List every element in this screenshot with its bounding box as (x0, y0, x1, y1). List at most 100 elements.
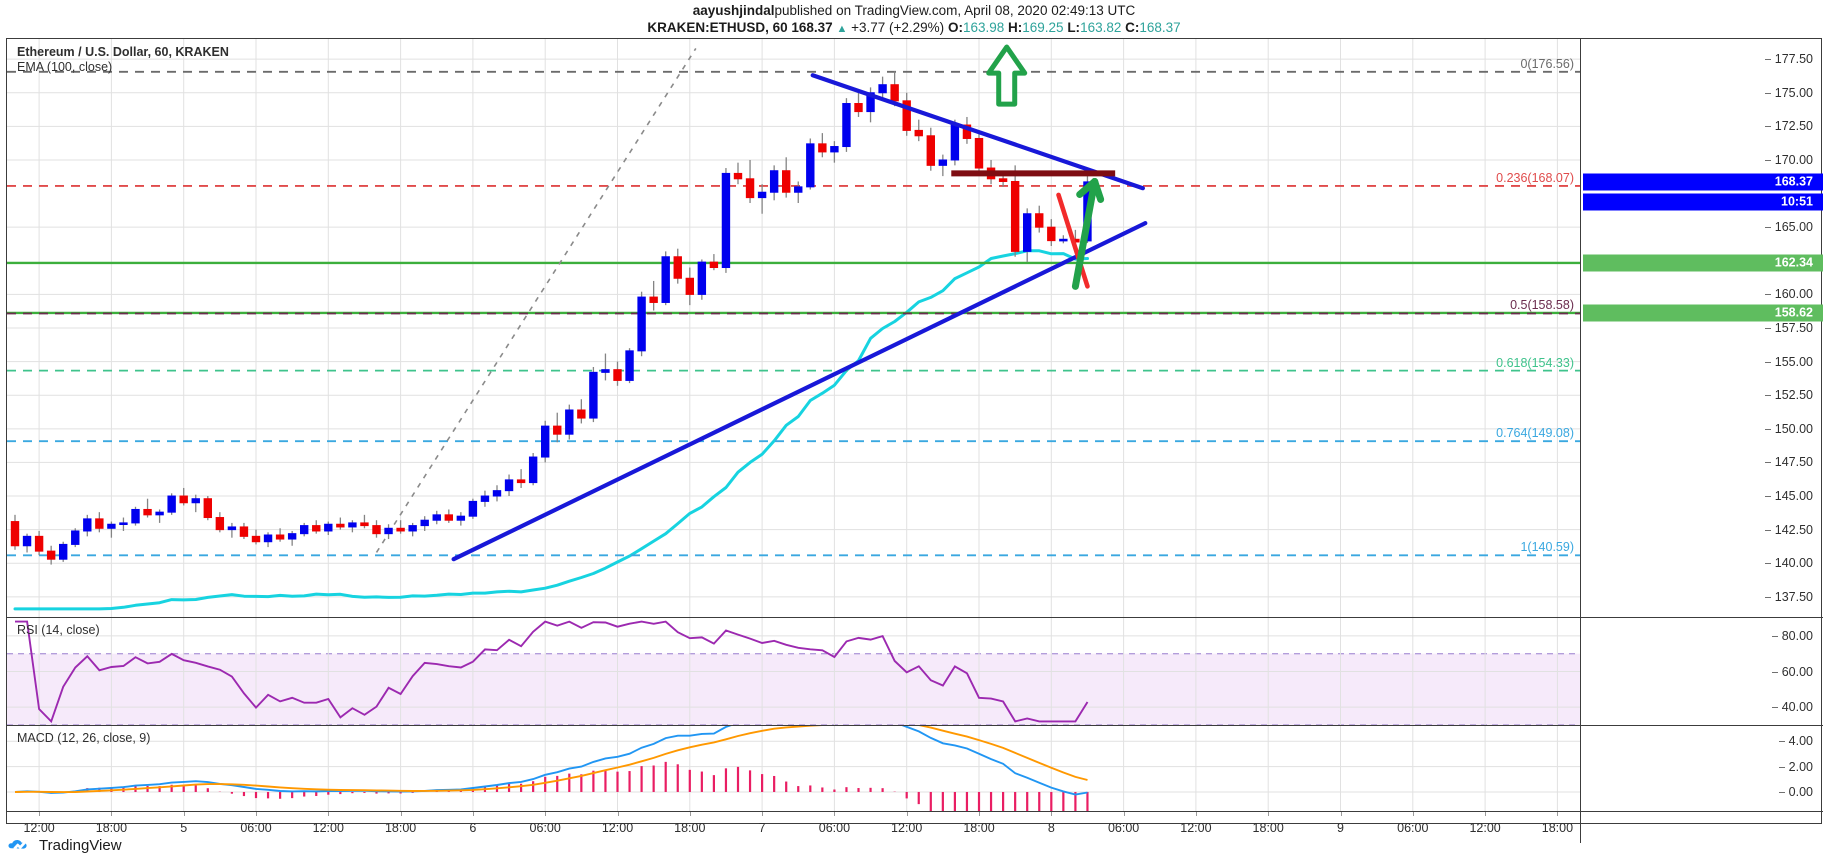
time-tick-mark-6 (472, 812, 474, 816)
close-value: 168.37 (1139, 20, 1181, 35)
low-value: 163.82 (1080, 20, 1122, 35)
level-158-badge[interactable]: 158.62 (1583, 304, 1823, 322)
rsi-plot-area[interactable] (7, 618, 1580, 725)
price-plot-area[interactable]: 0(176.56) 0.236(168.07) 0.5(158.58) 0.618(1… (7, 39, 1580, 617)
time-tick-mark-12 (906, 812, 908, 816)
time-tick-11: 06:00 (818, 821, 851, 835)
time-tick-mark-5 (400, 812, 402, 816)
up-triangle-icon: ▲ (836, 23, 848, 35)
low-label: L: (1067, 20, 1081, 35)
price-pane[interactable]: 0(176.56) 0.236(168.07) 0.5(158.58) 0.618(1… (7, 39, 1823, 617)
price-tick-6: 157.50 (1764, 321, 1813, 335)
level-162-badge[interactable]: 162.34 (1583, 254, 1823, 272)
time-tick-1: 18:00 (95, 821, 128, 835)
time-tick-18: 9 (1337, 821, 1344, 835)
time-tick-3: 06:00 (240, 821, 272, 835)
time-tick-mark-17 (1268, 812, 1270, 816)
macd-pane[interactable]: 4.00 2.00 0.00 MACD (12, 26, close, 9) (7, 725, 1823, 811)
price-tick-2: 172.50 (1764, 119, 1813, 133)
countdown-badge[interactable]: 10:51 (1583, 193, 1823, 211)
symbol-label: KRAKEN:ETHUSD, 60 (647, 20, 788, 35)
time-tick-mark-11 (834, 812, 836, 816)
time-tick-mark-21 (1557, 812, 1559, 816)
price-tick-14: 137.50 (1764, 590, 1813, 604)
last-price: 168.37 (791, 20, 833, 35)
time-tick-mark-20 (1485, 812, 1487, 816)
chart-header: aayushjindalpublished on TradingView.com… (0, 0, 1828, 36)
rsi-pane[interactable]: 80.00 60.00 40.00 RSI (14, close) (7, 617, 1823, 725)
price-tick-8: 152.50 (1764, 388, 1813, 402)
open-label: O: (947, 20, 963, 35)
price-tick-4: 165.00 (1764, 220, 1813, 234)
time-tick-6: 6 (469, 821, 477, 835)
time-tick-7: 06:00 (529, 821, 561, 835)
time-tick-mark-1 (111, 812, 113, 816)
quote-line: KRAKEN:ETHUSD, 60 168.37 ▲ +3.77 (+2.29%… (0, 19, 1828, 38)
time-tick-mark-3 (256, 812, 257, 816)
time-tick-5: 18:00 (384, 821, 417, 835)
time-tick-16: 12:00 (1180, 821, 1212, 835)
price-tick-9: 150.00 (1764, 422, 1813, 436)
close-label: C: (1125, 20, 1140, 35)
high-label: H: (1008, 20, 1023, 35)
price-tick-7: 155.00 (1764, 355, 1813, 369)
macd-plot-area[interactable] (7, 726, 1580, 811)
macd-chart-svg (7, 726, 1580, 811)
price-chart-svg (7, 39, 1580, 617)
time-tick-mark-7 (545, 812, 547, 816)
price-tick-5: 160.00 (1764, 287, 1813, 301)
open-value: 163.98 (962, 20, 1005, 35)
time-tick-mark-2 (183, 812, 185, 816)
time-tick-14: 8 (1047, 821, 1055, 835)
time-tick-12: 12:00 (891, 821, 923, 835)
macd-tick-1: 2.00 (1778, 760, 1813, 774)
rsi-tick-1: 60.00 (1771, 665, 1813, 679)
macd-tick-0: 4.00 (1778, 734, 1813, 748)
time-axis-corner (1580, 812, 1823, 843)
time-tick-mark-18 (1340, 812, 1342, 816)
publish-line: aayushjindalpublished on TradingView.com… (0, 0, 1828, 19)
price-scale[interactable]: 177.50 175.00 172.50 170.00 165.00 160.00 157.… (1580, 39, 1823, 617)
high-value: 169.25 (1022, 20, 1064, 35)
time-tick-21: 18:00 (1541, 821, 1574, 835)
price-tick-3: 170.00 (1764, 153, 1813, 167)
time-tick-8: 12:00 (601, 821, 634, 835)
time-tick-mark-19 (1412, 812, 1414, 816)
macd-scale: 4.00 2.00 0.00 (1580, 726, 1823, 811)
publish-text: published on TradingView.com, April 08, … (774, 3, 1136, 18)
tradingview-brand-label: TradingView (39, 836, 122, 854)
time-axis-labels: 12:00 18:00 5 06:00 12:00 18:00 6 06:00 12:00 18:… (7, 812, 1580, 843)
time-tick-mark-14 (1051, 812, 1053, 816)
macd-tick-2: 0.00 (1778, 785, 1813, 799)
price-change: +3.77 (+2.29%) (851, 20, 945, 35)
time-tick-19: 06:00 (1397, 821, 1429, 835)
time-tick-9: 18:00 (674, 821, 706, 835)
price-tick-1: 175.00 (1764, 86, 1813, 100)
time-tick-mark-16 (1195, 812, 1197, 816)
time-tick-mark-4 (328, 812, 330, 816)
time-tick-mark-13 (979, 812, 980, 816)
time-axis[interactable]: 12:00 18:00 5 06:00 12:00 18:00 6 06:00 12:00 18:… (7, 811, 1823, 843)
price-tick-11: 145.00 (1764, 489, 1813, 503)
tradingview-logo-icon (8, 840, 27, 850)
time-tick-15: 06:00 (1107, 821, 1140, 835)
rsi-tick-0: 80.00 (1771, 629, 1813, 643)
chart-frame[interactable]: 0(176.56) 0.236(168.07) 0.5(158.58) 0.618(1… (6, 38, 1823, 843)
time-tick-10: 7 (758, 821, 766, 835)
time-tick-mark-0 (39, 812, 41, 816)
rsi-scale: 80.00 60.00 40.00 (1580, 618, 1823, 725)
time-tick-13: 18:00 (963, 821, 995, 835)
time-tick-17: 18:00 (1252, 821, 1284, 835)
time-tick-4: 12:00 (312, 821, 344, 835)
last-price-badge[interactable]: 168.37 (1583, 173, 1823, 191)
author-name: aayushjindal (692, 3, 775, 18)
price-tick-12: 142.50 (1764, 523, 1813, 537)
time-tick-2: 5 (180, 821, 188, 835)
footer: TradingView (8, 830, 122, 860)
rsi-tick-2: 40.00 (1771, 700, 1813, 714)
price-tick-0: 177.50 (1764, 52, 1813, 66)
time-tick-0: 12:00 (23, 821, 55, 835)
time-tick-mark-8 (617, 812, 619, 816)
time-tick-mark-15 (1123, 812, 1125, 816)
